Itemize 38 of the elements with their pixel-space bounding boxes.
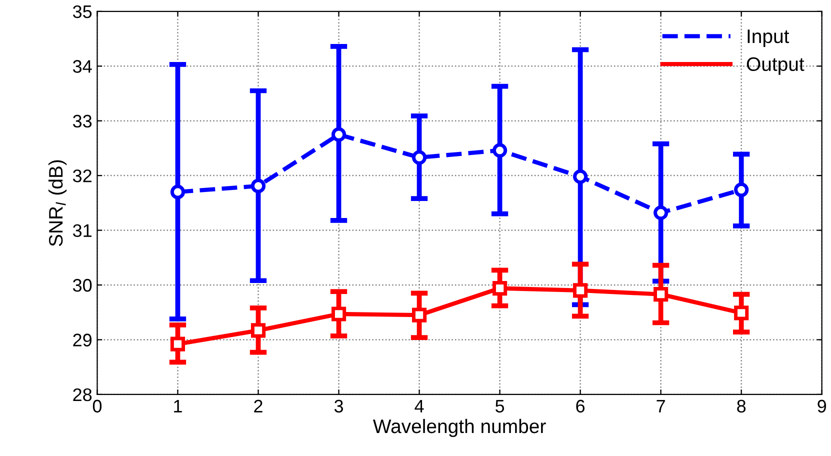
- y-tick-label: 29: [73, 334, 92, 346]
- x-tick-label: 1: [174, 400, 182, 412]
- point: [331, 127, 346, 142]
- x-tick-label: 0: [92, 400, 102, 413]
- point: [573, 169, 588, 184]
- y-tick-label: 28: [73, 388, 92, 402]
- y-tick-label: 30: [72, 278, 92, 292]
- y-tick-label: 33: [72, 114, 92, 128]
- point: [654, 205, 668, 220]
- x-tick-label: 9: [818, 400, 826, 413]
- x-tick-label: 5: [496, 400, 504, 413]
- point: [412, 308, 427, 322]
- point: [170, 184, 186, 200]
- legend-label: Output: [746, 57, 804, 75]
- point: [734, 182, 749, 198]
- y-axis-title: SNR$_{I}$ (dB): [48, 160, 67, 246]
- y-tick-label: 32: [72, 169, 92, 182]
- legend-label: Input: [748, 30, 790, 48]
- y-tick-label: 35: [72, 5, 92, 18]
- point: [573, 283, 588, 298]
- x-axis-title: Wavelength number: [372, 418, 546, 438]
- point: [654, 287, 668, 302]
- y-tick-label: 34: [72, 60, 92, 73]
- point: [492, 280, 508, 296]
- point: [734, 306, 749, 320]
- x-tick-label: 2: [254, 400, 262, 412]
- y-tick-label: 31: [72, 224, 92, 237]
- x-tick-label: 6: [576, 400, 585, 413]
- point: [170, 336, 186, 352]
- point: [250, 323, 266, 338]
- point: [492, 143, 508, 158]
- point: [412, 150, 427, 165]
- point: [331, 306, 346, 322]
- point: [250, 178, 266, 194]
- x-tick-label: 4: [414, 400, 424, 412]
- x-tick-label: 7: [656, 400, 665, 412]
- x-tick-label: 3: [334, 400, 343, 413]
- x-tick-label: 8: [737, 400, 746, 413]
